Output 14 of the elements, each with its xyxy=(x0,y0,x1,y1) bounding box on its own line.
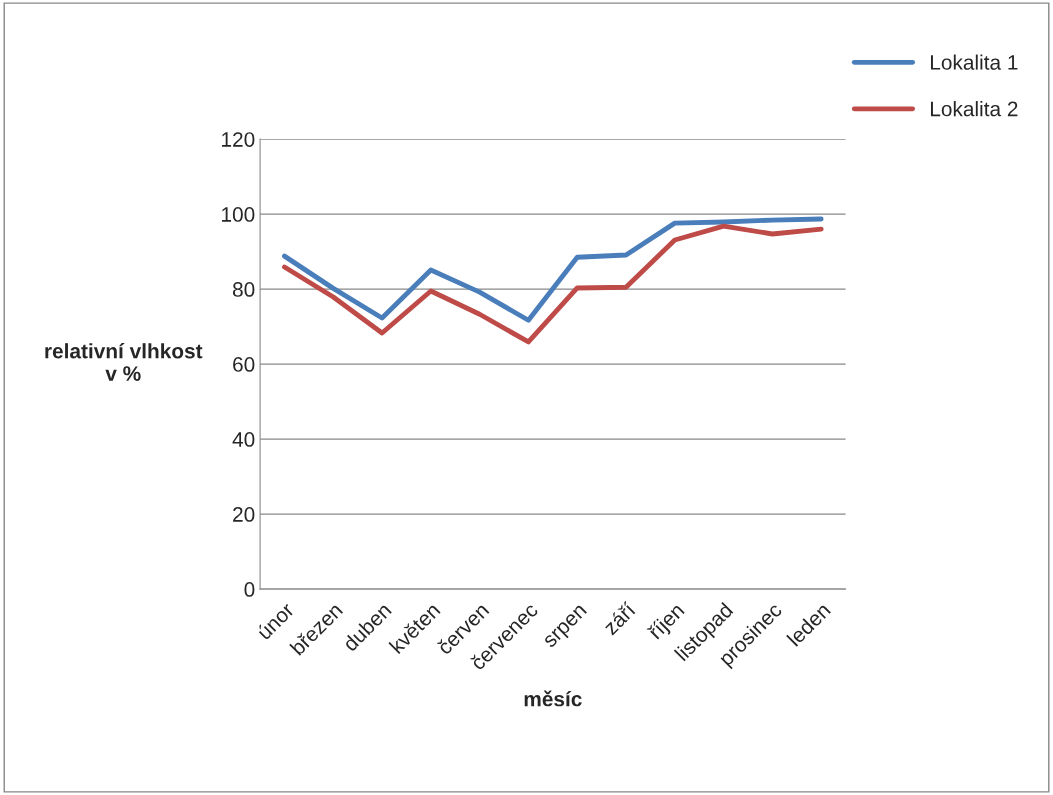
x-tick-label: září xyxy=(601,600,637,636)
y-tick-label: 40 xyxy=(232,432,255,447)
y-tick-label: 80 xyxy=(232,282,255,297)
legend-label: Lokalita 1 xyxy=(930,54,1018,70)
y-tick-label: 60 xyxy=(233,357,255,372)
y-tick-label: 120 xyxy=(222,132,255,147)
x-axis-title: měsíc xyxy=(524,690,582,707)
line-series xyxy=(282,223,824,345)
y-tick-label: 0 xyxy=(244,582,255,597)
y-tick-label: 20 xyxy=(233,507,255,522)
y-tick-label: 100 xyxy=(222,207,255,222)
line-series xyxy=(282,216,824,323)
y-axis-title: relativní vlhkost v % xyxy=(45,343,203,381)
legend-label: Lokalita 2 xyxy=(930,101,1018,117)
